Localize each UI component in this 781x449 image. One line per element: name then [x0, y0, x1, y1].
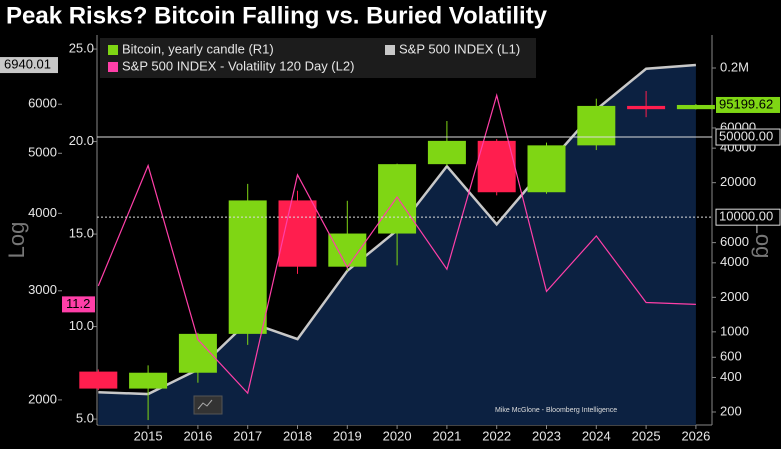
- tick-label: 2000: [720, 289, 749, 304]
- x-tick-label: 2016: [183, 428, 212, 443]
- x-tick-label: 2026: [681, 428, 710, 443]
- reference-label: 50000.00: [719, 128, 773, 143]
- candle-body: [627, 105, 666, 110]
- tick-label: 20000: [720, 174, 756, 189]
- candle-body: [328, 233, 367, 267]
- tick-label: 20.0: [69, 133, 94, 148]
- candle-body: [577, 105, 616, 146]
- tick-label: 1000: [720, 323, 749, 338]
- legend-swatch: [385, 45, 395, 55]
- tick-label: 400: [720, 369, 742, 384]
- candle-body: [427, 140, 466, 165]
- last-value-label: 11.2: [66, 296, 90, 311]
- tick-label: 4000: [720, 254, 749, 269]
- x-tick-label: 2021: [432, 428, 461, 443]
- tick-label: 600: [720, 349, 742, 364]
- x-tick-label: 2022: [482, 428, 511, 443]
- x-tick-label: 2019: [333, 428, 362, 443]
- last-value-label: 6940.01: [4, 56, 51, 71]
- tick-label: 25.0: [69, 40, 94, 55]
- value-box: [715, 128, 781, 146]
- legend-label: Bitcoin, yearly candle (R1): [122, 41, 274, 56]
- tick-label: 0.2M: [720, 59, 749, 74]
- tick-label: 5000: [28, 145, 57, 160]
- candle-body: [129, 372, 168, 389]
- tick-label: 6000: [720, 234, 749, 249]
- candle-body: [477, 140, 516, 193]
- annotation: Mike McGlone - Bloomberg Intelligence: [495, 407, 617, 414]
- candle-body: [79, 371, 118, 389]
- y2-axis-label: Log: [751, 222, 776, 259]
- legend-box: [100, 38, 536, 78]
- tick-label: 200: [720, 403, 742, 418]
- x-tick-label: 2020: [383, 428, 412, 443]
- tick-label: 10.0: [69, 318, 94, 333]
- icon-glyph: [197, 399, 213, 410]
- tick-label: 6000: [28, 96, 57, 111]
- legend-label: S&P 500 INDEX - Volatility 120 Day (L2): [122, 58, 354, 73]
- legend-label: S&P 500 INDEX (L1): [399, 41, 520, 56]
- chart-title: Peak Risks? Bitcoin Falling vs. Buried V…: [6, 2, 548, 29]
- tick-label: 5.0: [76, 411, 94, 426]
- candle-body: [527, 145, 566, 193]
- x-tick-label: 2024: [582, 428, 611, 443]
- last-value-box: [0, 57, 58, 74]
- x-tick-label: 2017: [233, 428, 262, 443]
- legend-swatch: [108, 62, 118, 72]
- candle-body: [378, 164, 417, 234]
- legend-swatch: [108, 45, 118, 55]
- candle-body: [278, 200, 317, 267]
- y-axis-label: Log: [4, 222, 29, 259]
- value-box: [715, 208, 781, 226]
- reference-label: 10000.00: [719, 209, 773, 224]
- x-tick-label: 2015: [134, 428, 163, 443]
- tick-label: 3000: [28, 282, 57, 297]
- last-value-box: [716, 96, 780, 113]
- tick-label: 2000: [28, 391, 57, 406]
- candle-body: [228, 200, 267, 334]
- x-tick-label: 2025: [632, 428, 661, 443]
- last-value-label: 95199.62: [719, 96, 773, 111]
- x-tick-label: 2018: [283, 428, 312, 443]
- tick-label: 4000: [28, 205, 57, 220]
- tick-label: 15.0: [69, 226, 94, 241]
- x-tick-label: 2023: [532, 428, 561, 443]
- last-value-box: [62, 296, 95, 313]
- candle-body: [676, 104, 715, 110]
- line: [97, 93, 696, 395]
